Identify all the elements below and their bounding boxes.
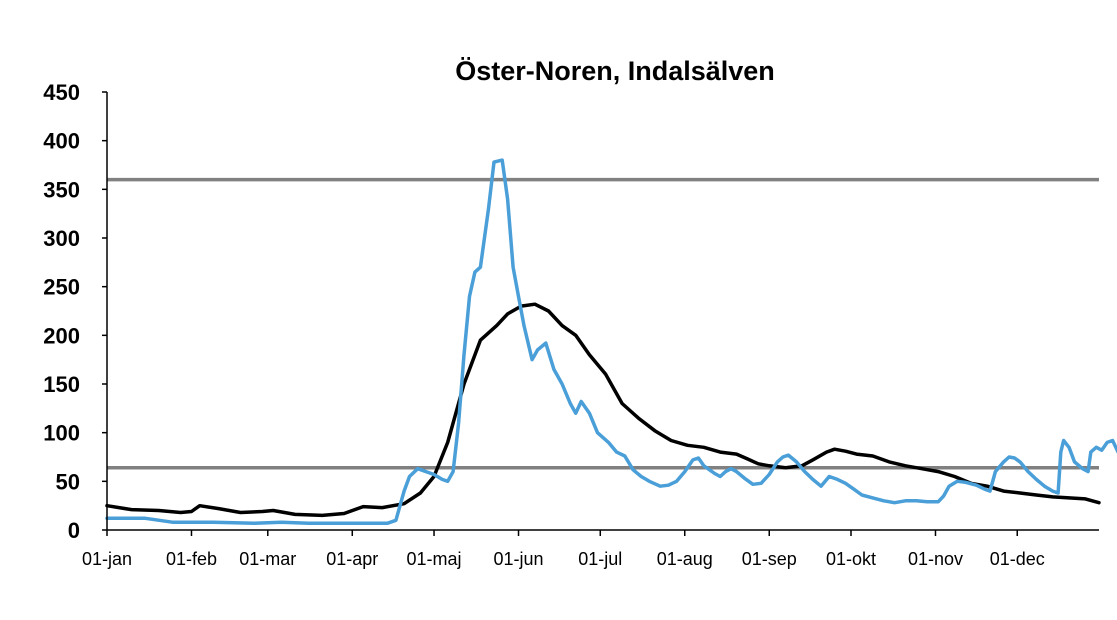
x-tick-label: 01-aug — [657, 549, 713, 569]
y-tick-label: 450 — [43, 80, 80, 105]
y-tick-label: 400 — [43, 129, 80, 154]
y-tick-label: 250 — [43, 275, 80, 300]
reference-lines — [107, 177, 1099, 470]
y-tick-label: 350 — [43, 177, 80, 202]
y-tick-label: 300 — [43, 226, 80, 251]
x-tick-label: 01-feb — [166, 549, 217, 569]
y-tick-labels: 0 50 100 150 200 250 300 350 400 450 — [43, 80, 80, 543]
x-tick-label: 01-sep — [742, 549, 797, 569]
y-tick-label: 100 — [43, 421, 80, 446]
x-tick-label: 01-jun — [493, 549, 543, 569]
series-group — [105, 158, 1117, 525]
chart-title: Öster-Noren, Indalsälven — [455, 56, 775, 86]
y-tick-label: 50 — [56, 469, 80, 494]
x-tick-label: 01-apr — [326, 549, 378, 569]
x-tick-label: 01-maj — [407, 549, 462, 569]
y-tick-label: 0 — [68, 518, 80, 543]
axes — [102, 91, 1099, 536]
x-tick-label: 01-nov — [908, 549, 963, 569]
x-tick-label: 01-dec — [990, 549, 1045, 569]
x-tick-label: 01-mar — [239, 549, 296, 569]
x-tick-label: 01-okt — [826, 549, 876, 569]
current-flow-line — [105, 158, 1117, 525]
y-tick-label: 200 — [43, 323, 80, 348]
x-tick-label: 01-jan — [82, 549, 132, 569]
x-tick-labels: 01-jan 01-feb 01-mar 01-apr 01-maj 01-jun 01-j… — [82, 549, 1045, 569]
x-tick-label: 01-jul — [578, 549, 622, 569]
mean-flow-line — [105, 302, 1101, 518]
y-tick-label: 150 — [43, 372, 80, 397]
